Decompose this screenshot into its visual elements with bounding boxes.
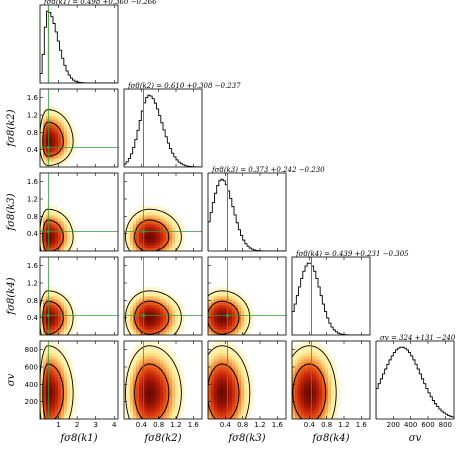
x-tick-label: 1.2 [170,421,181,429]
x-tick-label: 4 [112,421,117,429]
truth-marker [47,146,50,149]
histogram-k1 [40,11,118,83]
truth-marker [47,314,50,317]
panel-title-sv: σv = 324 +131 −240 [380,334,456,342]
x-tick-label: 600 [421,421,434,429]
truth-marker [47,230,50,233]
x-tick-label: 0.8 [237,421,248,429]
x-tick-label: 0.8 [153,421,164,429]
density-panel-k1-k4: 0.4 0.8 1.2 1.6 [27,257,118,345]
histogram-k3 [208,179,286,251]
x-axis-label-k2: fσ8(k2) [143,433,181,444]
histogram-panel-k1 [40,5,118,83]
y-tick-label: 0.8 [27,129,38,137]
panel-title-k2: fσ8(k2) = 0.610 +0.308 −0.237 [127,82,241,90]
density-panel-k1-k2: 0.4 0.8 1.2 1.6 [27,89,118,167]
panel-title-k4: fσ8(k4) = 0.439 +0.231 −0.305 [295,250,409,258]
x-tick-label: 1 [56,421,60,429]
y-tick-label: 600 [25,364,38,372]
density-panel-k1-sv: 1 2 3 4 200 400 600 800 [25,341,118,440]
y-axis-label-k3: fσ8(k3) [6,193,17,231]
x-tick-label: 1.2 [338,421,349,429]
density-panel-k4-sv: 0.4 0.8 1.2 1.6 [282,341,370,440]
y-tick-label: 0.8 [27,297,38,305]
y-tick-label: 1.6 [27,178,39,186]
y-tick-label: 400 [25,381,38,389]
density-panel-k2-sv: 0.4 0.8 1.2 1.6 [124,341,202,440]
histogram-panel-k3 [208,173,286,251]
x-tick-label: 2 [75,421,79,429]
panel-title-k1: fσ8(k1) = 0.498 +0.360 −0.266 [43,0,157,6]
y-tick-label: 0.4 [27,146,39,154]
x-axis-label-k3: fσ8(k3) [227,433,265,444]
y-tick-label: 1.6 [27,262,39,270]
y-tick-label: 1.2 [27,196,38,204]
y-tick-label: 0.8 [27,213,38,221]
x-tick-label: 200 [387,421,400,429]
y-tick-label: 1.2 [27,280,38,288]
density-panel-k2-k4 [124,257,202,345]
x-tick-label: 0.4 [136,421,148,429]
x-tick-label: 3 [93,421,97,429]
y-tick-label: 0.4 [27,314,39,322]
x-axis-label-k4: fσ8(k4) [311,433,349,444]
y-tick-label: 0.4 [27,230,39,238]
y-axis-label-sv: σv [6,373,17,386]
truth-marker [142,314,145,317]
histogram-panel-k4 [292,257,370,335]
histogram-sv [376,347,454,419]
x-tick-label: 0.4 [220,421,232,429]
density-panel-k3-k4 [198,257,286,345]
panel-frame [376,341,454,419]
y-tick-label: 200 [25,398,38,406]
density-panel-k3-sv: 0.4 0.8 1.2 1.6 [198,341,286,440]
x-axis-label-k1: fσ8(k1) [59,433,97,444]
histogram-panel-k2 [124,89,202,167]
y-axis-label-k4: fσ8(k4) [6,277,17,315]
y-tick-label: 800 [25,346,38,354]
truth-marker [226,314,229,317]
x-tick-label: 800 [439,421,452,429]
x-tick-label: 400 [404,421,417,429]
histogram-k4 [292,263,370,335]
panel-title-k3: fσ8(k3) = 0.373 +0.242 −0.230 [211,166,325,174]
y-tick-label: 1.6 [27,94,39,102]
density-panel-k1-k3: 0.4 0.8 1.2 1.6 [27,173,118,261]
y-tick-label: 1.2 [27,112,38,120]
density-panel-k2-k3 [124,173,202,261]
x-axis-label-sv: σv [409,433,422,444]
histogram-panel-sv: 200 400 600 800 [376,341,454,429]
x-tick-label: 1.6 [272,421,284,429]
x-tick-label: 1.6 [188,421,200,429]
x-tick-label: 0.4 [304,421,316,429]
panel-frame [208,173,286,251]
x-tick-label: 0.8 [321,421,332,429]
y-axis-label-k2: fσ8(k2) [6,109,17,147]
histogram-k2 [124,95,202,167]
truth-marker [142,230,145,233]
x-tick-label: 1.6 [356,421,368,429]
x-tick-label: 1.2 [254,421,265,429]
